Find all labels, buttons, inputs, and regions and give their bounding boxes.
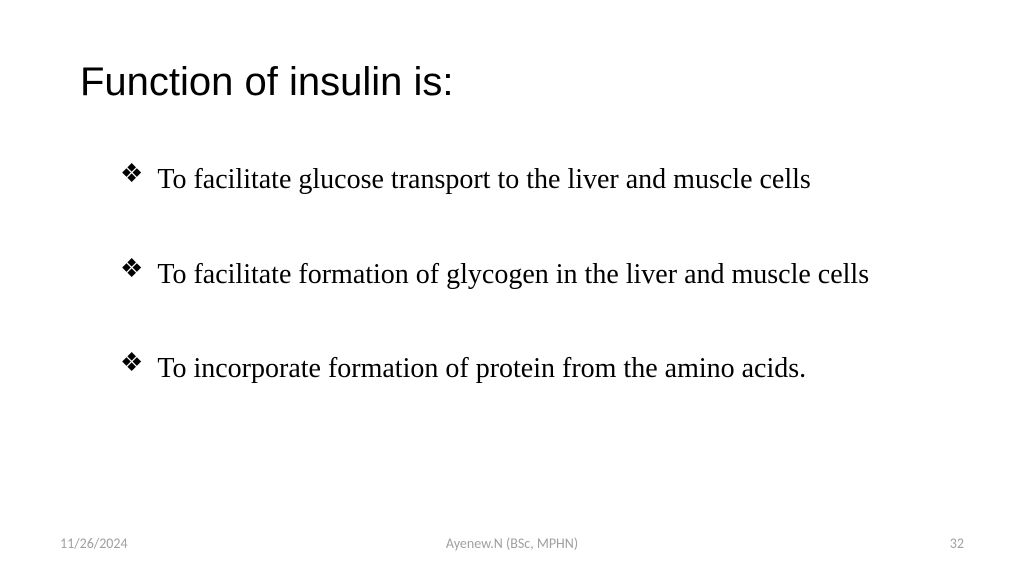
footer-date: 11/26/2024: [60, 535, 128, 552]
bullet-item: ❖ To incorporate formation of protein fr…: [120, 342, 924, 397]
slide-container: Function of insulin is: ❖ To facilitate …: [0, 0, 1024, 576]
footer-author: Ayenew.N (BSc, MPHN): [446, 535, 578, 552]
bullet-item: ❖ To facilitate glucose transport to the…: [120, 153, 924, 208]
bullet-item: ❖ To facilitate formation of glycogen in…: [120, 248, 924, 303]
bullet-marker-icon: ❖: [120, 248, 143, 290]
slide-title: Function of insulin is:: [80, 60, 944, 105]
bullet-marker-icon: ❖: [120, 153, 143, 195]
slide-footer: 11/26/2024 Ayenew.N (BSc, MPHN) 32: [0, 535, 1024, 552]
bullet-list: ❖ To facilitate glucose transport to the…: [80, 153, 944, 397]
bullet-marker-icon: ❖: [120, 342, 143, 384]
bullet-text: To facilitate formation of glycogen in t…: [157, 248, 924, 303]
footer-page-number: 32: [950, 535, 964, 552]
bullet-text: To incorporate formation of protein from…: [157, 342, 924, 397]
bullet-text: To facilitate glucose transport to the l…: [157, 153, 924, 208]
